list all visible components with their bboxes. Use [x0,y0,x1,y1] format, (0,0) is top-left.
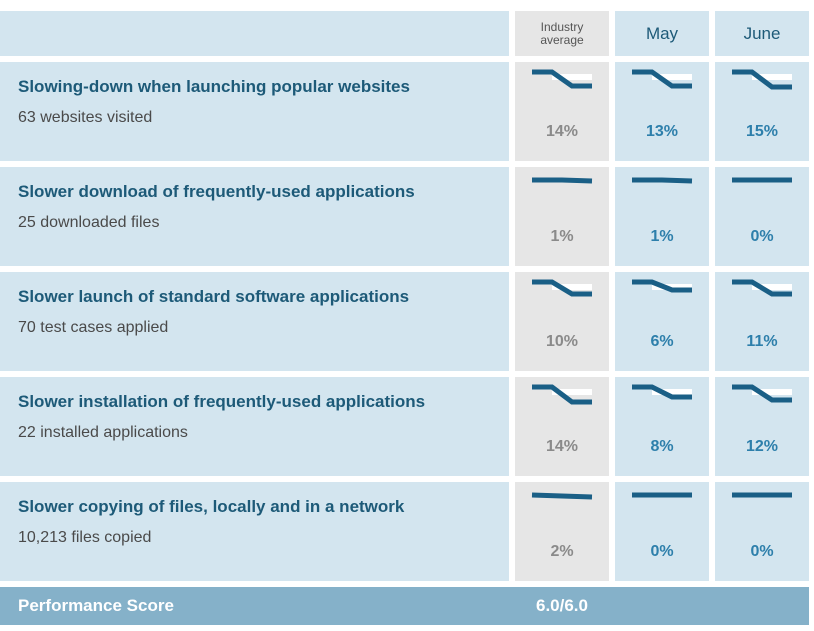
industry-average-label: Industry average [540,19,584,47]
june-value-cell: 0% [715,167,809,266]
industry-value-cell: 2% [515,482,609,581]
june-header: June [715,11,809,56]
metric-title: Slowing-down when launching popular webs… [18,77,410,96]
june-value-cell: 0% [715,482,809,581]
industry-value-cell: 10% [515,272,609,371]
june-value: 0% [750,543,774,560]
industry-average-header: Industry average [515,11,609,56]
june-value-cell: 12% [715,377,809,476]
june-value-cell: 15% [715,62,809,161]
trend-sparkline [732,69,792,90]
industry-value-cell: 14% [515,62,609,161]
trend-sparkline [531,492,593,500]
trend-sparkline [732,279,792,297]
june-value-cell: 11% [715,272,809,371]
may-value-cell: 0% [615,482,709,581]
trend-sparkline [632,492,692,498]
industry-value-cell: 1% [515,167,609,266]
metric-subtitle: 10,213 files copied [18,529,152,546]
trend-sparkline [532,177,593,184]
performance-score-label: Performance Score [18,596,174,615]
metric-row-label: Slower download of frequently-used appli… [0,167,509,266]
metric-subtitle: 70 test cases applied [18,319,169,336]
header-label-cell [0,11,509,56]
may-header: May [615,11,709,56]
june-value: 12% [745,438,779,455]
trend-sparkline [632,279,692,293]
may-value: 13% [645,123,679,140]
june-label: June [743,23,781,43]
metric-title: Slower installation of frequently-used a… [18,392,426,411]
trend-sparkline [732,384,792,403]
trend-sparkline [632,384,692,400]
metric-title: Slower download of frequently-used appli… [18,182,415,201]
performance-score-value: 6.0/6.0 [536,596,588,615]
trend-sparkline [632,177,693,184]
performance-score-bar: Performance Score 6.0/6.0 [0,587,809,625]
trend-sparkline [732,177,792,183]
may-value-cell: 1% [615,167,709,266]
industry-value: 10% [545,333,579,350]
may-value-cell: 13% [615,62,709,161]
metric-subtitle: 22 installed applications [18,424,188,441]
trend-sparkline [532,69,592,89]
june-value: 0% [750,228,774,245]
may-value: 6% [650,333,674,350]
metric-title: Slower launch of standard software appli… [18,287,410,306]
metric-title: Slower copying of files, locally and in … [18,497,405,516]
may-value: 8% [650,438,674,455]
metric-subtitle: 25 downloaded files [18,214,160,231]
metric-row-label: Slower launch of standard software appli… [0,272,509,371]
trend-sparkline [532,384,592,405]
industry-value: 2% [550,543,574,560]
june-value: 15% [745,123,779,140]
may-value-cell: 6% [615,272,709,371]
may-label: May [645,23,679,43]
trend-sparkline [732,492,792,498]
industry-value: 14% [545,123,579,140]
may-value-cell: 8% [615,377,709,476]
may-value: 1% [650,228,674,245]
metric-row-label: Slower installation of frequently-used a… [0,377,509,476]
june-value: 11% [746,333,778,350]
trend-sparkline [632,69,692,89]
metric-row-label: Slowing-down when launching popular webs… [0,62,509,161]
industry-value-cell: 14% [515,377,609,476]
trend-sparkline [532,279,592,297]
industry-value: 14% [545,438,579,455]
metric-subtitle: 63 websites visited [18,109,153,126]
may-value: 0% [650,543,674,560]
industry-value: 1% [550,228,574,245]
metric-row-label: Slower copying of files, locally and in … [0,482,509,581]
